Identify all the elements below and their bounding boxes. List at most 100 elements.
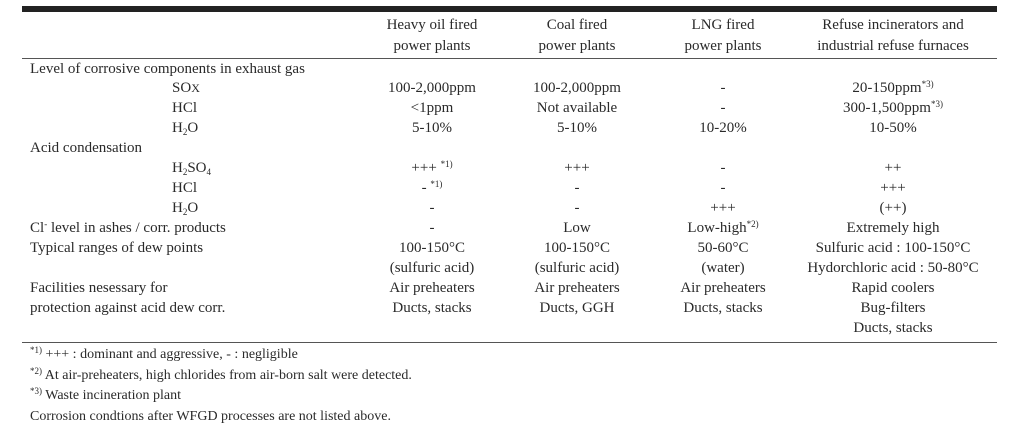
cl: Cl	[30, 220, 45, 236]
sox-refuse-value: 20-150ppm	[852, 80, 922, 96]
hcl-gas-coal: Not available	[536, 100, 618, 116]
sox-main: SO	[172, 80, 192, 96]
footnote-mark: *3)	[30, 386, 42, 396]
h2o-gas-coal: 5-10%	[557, 120, 597, 136]
hcl-gas-refuse: 300-1,500ppm*3)	[798, 99, 988, 118]
dew-coal-1: 100-150°C	[544, 240, 610, 256]
dew-heavy-1: 100-150°C	[399, 240, 465, 256]
footnote-4: Corrosion condtions after WFGD processes…	[30, 409, 391, 424]
h2o-gas-heavy: 5-10%	[412, 120, 452, 136]
row-h2o-gas-label: H2O	[172, 119, 198, 138]
fac-refuse-1: Rapid coolers	[851, 280, 935, 296]
header-heavy-oil-line1: Heavy oil fired	[386, 17, 478, 33]
dew-heavy-2: (sulfuric acid)	[389, 260, 475, 276]
hcl-acid-coal: -	[574, 180, 580, 196]
row-hcl-acid-label: HCl	[172, 180, 198, 196]
sub: 2	[182, 167, 188, 177]
h2o-gas-refuse: 10-50%	[869, 120, 917, 136]
hcl-gas-heavy: <1ppm	[410, 100, 454, 116]
cl-lng-value: Low-high	[687, 220, 747, 236]
h: H	[172, 200, 183, 216]
cl-heavy: -	[429, 220, 435, 236]
header-rule	[22, 58, 997, 59]
h2o-acid-lng: +++	[710, 200, 736, 216]
fac-lng-2: Ducts, stacks	[683, 300, 763, 316]
dew-refuse-1: Sulfuric acid : 100-150°C	[815, 240, 971, 256]
fac-refuse-2: Bug-filters	[860, 300, 926, 316]
cl-refuse: Extremely high	[846, 220, 940, 236]
dew-lng-2: (water)	[701, 260, 745, 276]
so: SO	[187, 160, 207, 176]
row-h2so4-label: H2SO4	[172, 159, 211, 178]
sub: 2	[182, 127, 188, 137]
h2so4-refuse: ++	[884, 160, 902, 176]
table-bottom-rule	[22, 342, 997, 343]
footnote-2: *2) At air-preheaters, high chlorides fr…	[30, 366, 412, 385]
o: O	[187, 200, 199, 216]
h: H	[172, 160, 183, 176]
hcl-acid-lng: -	[720, 180, 726, 196]
row-dew-points-label: Typical ranges of dew points	[30, 240, 204, 256]
footnote-3: *3) Waste incineration plant	[30, 386, 181, 405]
hcl-acid-heavy: - *1)	[352, 179, 512, 198]
row-facilities-label-1: Facilities nesessary for	[30, 280, 168, 296]
hcl-acid-refuse: +++	[880, 180, 906, 196]
fac-heavy-1: Air preheaters	[389, 280, 475, 296]
sox-heavy: 100-2,000ppm	[388, 80, 476, 96]
footnote-ref: *3)	[921, 79, 934, 89]
dew-lng-1: 50-60°C	[697, 240, 749, 256]
footnote-text: Waste incineration plant	[42, 388, 181, 403]
footnote-mark: *2)	[30, 366, 42, 376]
sup: -	[44, 219, 48, 229]
sub: 2	[182, 207, 188, 217]
hcl-acid-heavy-value: -	[421, 180, 427, 196]
sox-lng: -	[720, 80, 726, 96]
footnote-text: At air-preheaters, high chlorides from a…	[42, 368, 412, 383]
fac-coal-2: Ducts, GGH	[539, 300, 615, 316]
h2o-gas-lng: 10-20%	[699, 120, 747, 136]
header-coal-line1: Coal fired	[546, 17, 608, 33]
cl-lng: Low-high*2)	[643, 219, 803, 238]
row-hcl-gas-label: HCl	[172, 100, 198, 116]
row-facilities-label-2: protection against acid dew corr.	[30, 300, 226, 316]
hcl-gas-lng: -	[720, 100, 726, 116]
table-top-rule	[22, 6, 997, 12]
o: O	[187, 120, 199, 136]
fac-lng-1: Air preheaters	[680, 280, 766, 296]
h2o-acid-refuse: (++)	[879, 200, 907, 216]
rest: level in ashes / corr. products	[47, 220, 226, 236]
row-cl-level-label: Cl- level in ashes / corr. products	[30, 219, 226, 238]
row-h2o-acid-label: H2O	[172, 199, 198, 218]
cl-coal: Low	[563, 220, 591, 236]
footnote-ref: *3)	[930, 99, 943, 109]
sox-sub: X	[191, 81, 200, 95]
section-corrosive-label: Level of corrosive components in exhaust…	[30, 61, 305, 77]
section-acid-label: Acid condensation	[30, 140, 143, 156]
footnote-ref: *1)	[430, 179, 443, 189]
footnote-text: +++ : dominant and aggressive, - : negli…	[42, 347, 298, 362]
header-lng-line1: LNG fired	[691, 17, 755, 33]
fac-heavy-2: Ducts, stacks	[392, 300, 472, 316]
fac-refuse-3: Ducts, stacks	[853, 320, 933, 336]
row-sox-label: SOX	[172, 79, 200, 98]
h2so4-lng: -	[720, 160, 726, 176]
header-refuse-line2: industrial refuse furnaces	[817, 38, 969, 54]
sub: 4	[206, 167, 212, 177]
footnote-ref: *1)	[440, 159, 453, 169]
sox-refuse: 20-150ppm*3)	[798, 79, 988, 98]
h2o-acid-coal: -	[574, 200, 580, 216]
header-lng-line2: power plants	[684, 38, 762, 54]
dew-refuse-2: Hydorchloric acid : 50-80°C	[807, 260, 979, 276]
fac-coal-1: Air preheaters	[534, 280, 620, 296]
h: H	[172, 120, 183, 136]
h2so4-heavy-value: +++	[411, 160, 437, 176]
h2so4-coal: +++	[564, 160, 590, 176]
h2o-acid-heavy: -	[429, 200, 435, 216]
hcl-gas-refuse-value: 300-1,500ppm	[843, 100, 931, 116]
footnote-ref: *2)	[746, 219, 759, 229]
h2so4-heavy: +++ *1)	[352, 159, 512, 178]
header-heavy-oil-line2: power plants	[393, 38, 471, 54]
dew-coal-2: (sulfuric acid)	[534, 260, 620, 276]
footnote-mark: *1)	[30, 345, 42, 355]
footnote-1: *1) +++ : dominant and aggressive, - : n…	[30, 345, 298, 364]
